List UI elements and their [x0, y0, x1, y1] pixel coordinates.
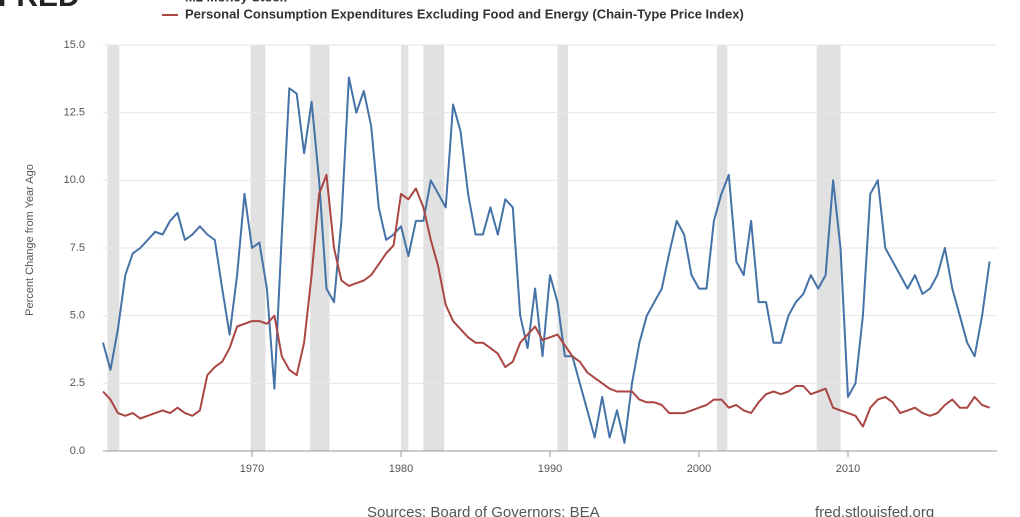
logo: FRED: [0, 0, 80, 13]
site: fred.stlouisfed.org: [815, 504, 934, 517]
y-tick-label: 12.5: [64, 107, 85, 119]
x-tick-label: 1980: [389, 463, 413, 475]
source: Sources: Board of Governors; BEA: [367, 504, 600, 517]
x-tick-label: 2010: [836, 463, 860, 475]
x-tick-label: 1970: [240, 463, 264, 475]
x-tick-label: 2000: [687, 463, 711, 475]
legend-label: M2 Money Stock: [185, 0, 288, 4]
legend-label: Personal Consumption Expenditures Exclud…: [185, 6, 744, 21]
series-line: [102, 173, 990, 428]
series-line: [102, 76, 991, 444]
y-tick-label: 15.0: [64, 39, 85, 51]
y-tick-label: 10.0: [64, 174, 85, 186]
y-tick-label: 2.5: [70, 377, 85, 389]
y-axis-label: Percent Change from Year Ago: [24, 164, 36, 316]
y-tick-label: 5.0: [70, 310, 85, 322]
y-tick-label: 0.0: [70, 445, 85, 457]
x-tick-label: 1990: [538, 463, 562, 475]
y-tick-label: 7.5: [70, 242, 85, 254]
